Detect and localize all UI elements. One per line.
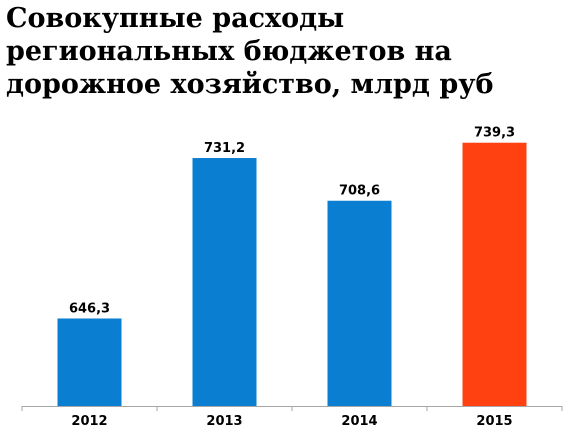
x-tick-label-2012: 2012: [71, 414, 107, 429]
bar-2014: [327, 200, 392, 406]
x-ticks-group: [21, 406, 563, 411]
value-labels-group: 646,3 731,2 708,6 739,3: [69, 126, 515, 317]
bar-2012: [57, 318, 122, 406]
x-tick-labels-group: 2012 2013 2014 2015: [71, 414, 512, 429]
value-label-2013: 731,2: [204, 141, 245, 156]
value-label-2015: 739,3: [474, 126, 515, 141]
x-tick-label-2015: 2015: [476, 414, 512, 429]
chart-title: Совокупные расходы региональных бюджетов…: [6, 3, 494, 100]
value-label-2012: 646,3: [69, 301, 110, 316]
value-label-2014: 708,6: [339, 184, 380, 199]
x-tick-label-2013: 2013: [206, 414, 242, 429]
bar-2013: [192, 158, 257, 406]
x-tick-label-2014: 2014: [341, 414, 377, 429]
bars-group: [57, 142, 527, 406]
bar-2015: [462, 142, 527, 406]
